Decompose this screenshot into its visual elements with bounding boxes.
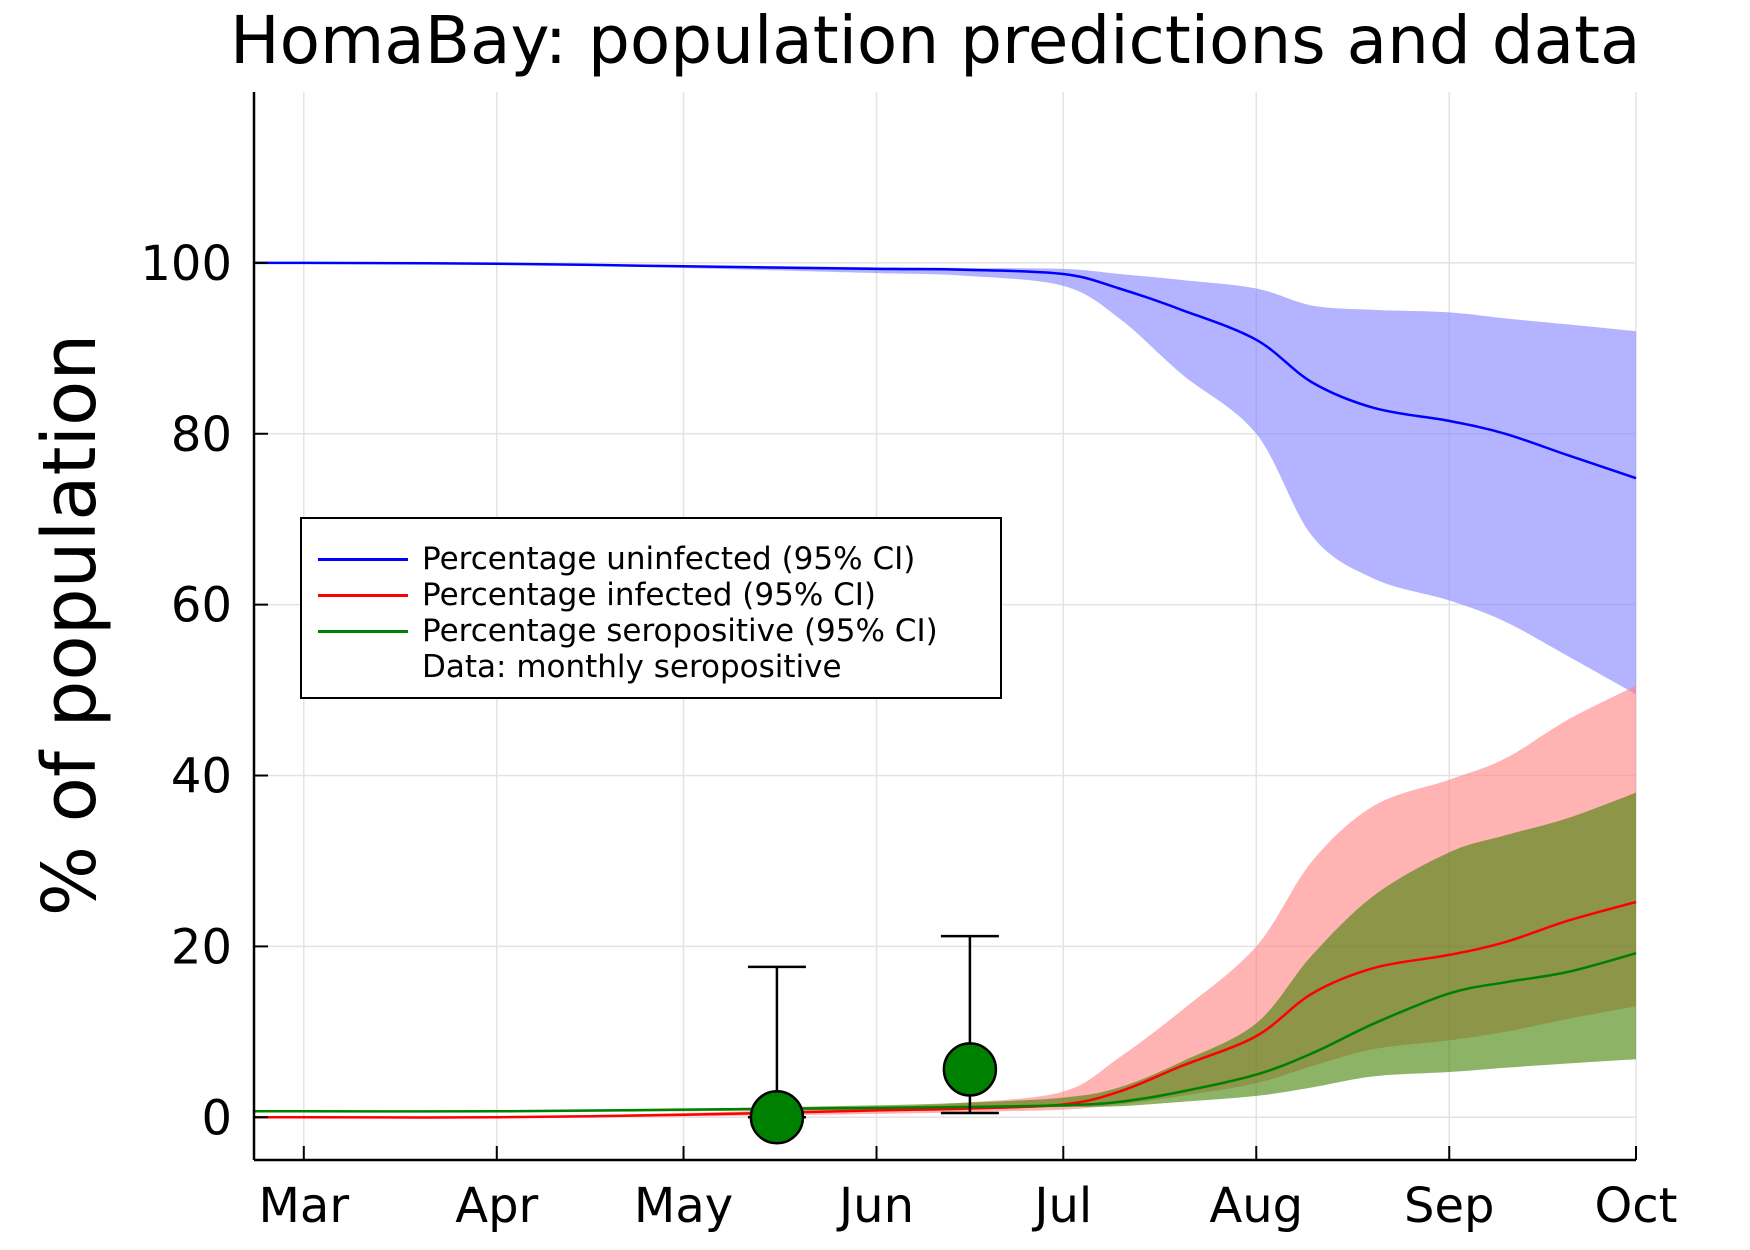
- series-line-1: [253, 900, 1637, 1119]
- legend-label: Data: monthly seropositive: [422, 649, 842, 685]
- x-tick-label: Jul: [1031, 1178, 1092, 1234]
- series-line-0: [253, 261, 1637, 480]
- data-points: [747, 934, 999, 1145]
- legend: Percentage uninfected (95% CI) Percentag…: [300, 517, 1002, 699]
- x-tick-label: Jun: [836, 1178, 914, 1234]
- data-point-0: [749, 1090, 805, 1145]
- legend-item-data: Data: monthly seropositive: [302, 649, 842, 685]
- axes: 0 20 40 60 80 100 Mar Apr May Jun Jul Aug Sep Oct: [140, 92, 1678, 1234]
- ci-band-0: [254, 262, 1636, 695]
- y-tick-label: 100: [140, 236, 232, 292]
- x-tick-label: Oct: [1595, 1178, 1678, 1234]
- legend-item-seropositive: Percentage seropositive (95% CI): [302, 613, 938, 649]
- x-tick-label: May: [634, 1178, 733, 1234]
- x-tick-label: Sep: [1404, 1178, 1494, 1234]
- x-tick-label: Mar: [259, 1178, 350, 1234]
- y-tick-label: 80: [171, 407, 232, 463]
- data-point-1: [942, 1042, 998, 1097]
- x-tick-label: Aug: [1209, 1178, 1303, 1234]
- legend-label: Percentage uninfected (95% CI): [422, 541, 916, 577]
- series-line-2: [254, 951, 1637, 1113]
- legend-item-infected: Percentage infected (95% CI): [302, 577, 876, 613]
- legend-item-uninfected: Percentage uninfected (95% CI): [302, 541, 915, 577]
- y-tick-label: 60: [171, 578, 232, 634]
- series-lines: [253, 261, 1637, 1119]
- y-tick-label: 20: [171, 919, 232, 975]
- legend-label: Percentage infected (95% CI): [422, 577, 877, 613]
- y-tick-label: 40: [171, 749, 232, 805]
- chart-title: HomaBay: population predictions and data: [230, 2, 1641, 79]
- y-tick-label: 0: [201, 1090, 232, 1146]
- ci-band-2: [254, 792, 1636, 1113]
- x-tick-label: Apr: [455, 1178, 538, 1234]
- y-axis-label: % of population: [27, 333, 113, 917]
- legend-label: Percentage seropositive (95% CI): [422, 613, 938, 649]
